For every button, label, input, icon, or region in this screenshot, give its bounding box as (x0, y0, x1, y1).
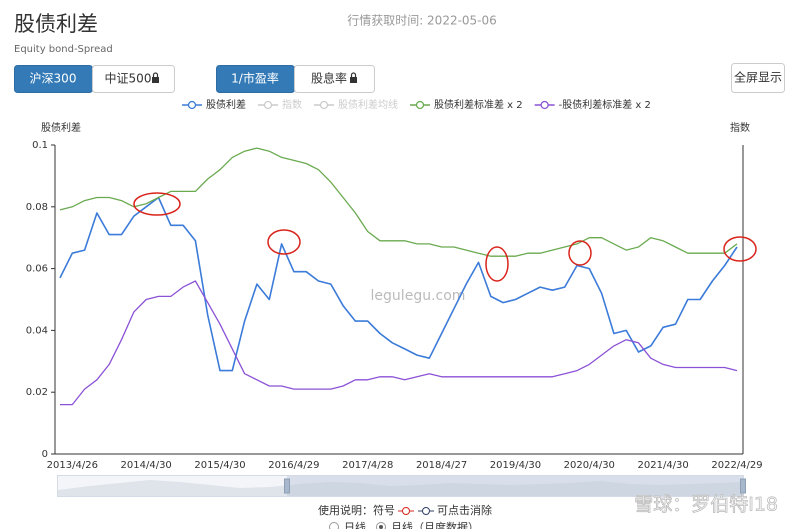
radio-option[interactable]: 月线（月度数据） (376, 520, 480, 529)
x-tick-label: 2014/4/30 (121, 460, 172, 471)
highlight-circle (267, 229, 301, 255)
y-tick-label: 0.1 (32, 140, 48, 151)
fullscreen-button[interactable]: 全屏显示 (731, 63, 785, 93)
legend-marker (263, 100, 273, 110)
x-tick-label: 2018/4/27 (416, 460, 467, 471)
x-tick-label: 2020/4/30 (564, 460, 615, 471)
usage-hint: 使用说明：符号 (318, 503, 395, 517)
series-line (59, 196, 738, 372)
annotations (133, 192, 757, 282)
x-tick-label: 2015/4/30 (194, 460, 245, 471)
legend-item[interactable]: -股债利差标准差 x 2 (534, 98, 651, 111)
navigator-handle[interactable] (740, 478, 746, 494)
y-tick-label: 0.08 (26, 202, 48, 213)
radio-dot (379, 525, 383, 529)
x-tick-label: 2022/4/29 (711, 460, 762, 471)
y-axis-title: 股债利差 (41, 121, 81, 134)
page-subtitle: Equity bond-Spread (14, 44, 113, 55)
index-button[interactable]: 中证500 (92, 65, 175, 93)
legend-marker (187, 100, 197, 110)
navigator-window (287, 476, 743, 496)
radio (329, 522, 339, 529)
series-line (59, 147, 738, 257)
legend-marker (415, 100, 425, 110)
y-tick-label: 0.04 (26, 325, 48, 336)
highlight-circle (568, 240, 592, 266)
legend-item[interactable]: 股债利差均线 (314, 98, 398, 111)
metric-button[interactable]: 股息率 (294, 65, 375, 93)
legend-label: 股债利差 (206, 98, 246, 111)
site-watermark: legulegu.com (371, 288, 466, 304)
x-tick-label: 2019/4/30 (490, 460, 541, 471)
index-button[interactable]: 沪深300 (14, 65, 93, 93)
y-tick-label: 0.02 (26, 387, 48, 398)
navigator-handle[interactable] (284, 478, 290, 494)
radio-option[interactable]: 日线 (329, 520, 367, 529)
legend-item[interactable]: 股债利差标准差 x 2 (410, 98, 523, 111)
usage-hint: 可点击消除 (437, 503, 492, 517)
x-tick-label: 2013/4/26 (47, 460, 98, 471)
legend-marker (319, 100, 329, 110)
legend: 股债利差 指数 股债利差均线 股债利差标准差 x 2 -股债利差标准差 x 2 (182, 98, 651, 111)
radio-label: 日线 (344, 520, 366, 529)
metric-button[interactable]: 1/市盈率 (216, 65, 295, 93)
legend-item[interactable]: 指数 (258, 98, 302, 111)
series-line (60, 280, 738, 406)
y-tick-label: 0 (42, 449, 48, 460)
button-label: 中证500 (105, 71, 152, 86)
legend-label: 股债利差标准差 x 2 (434, 98, 523, 111)
fetch-time: 行情获取时间: 2022-05-06 (347, 14, 497, 28)
x-tick-label: 2017/4/28 (342, 460, 393, 471)
legend-label: 指数 (282, 98, 302, 111)
y-tick-label: 0.06 (26, 264, 48, 275)
legend-label: -股债利差标准差 x 2 (559, 98, 651, 111)
lock-icon (152, 72, 159, 83)
button-label: 沪深300 (30, 72, 77, 86)
button-label: 股息率 (311, 71, 347, 86)
range-navigator[interactable] (57, 475, 746, 497)
hint-icon (398, 507, 434, 515)
button-label: 全屏显示 (734, 70, 782, 85)
y2-axis-title: 指数 (730, 121, 750, 134)
button-bg (731, 63, 785, 93)
navigator-overview (58, 480, 742, 496)
page-title: 股债利差 (14, 12, 98, 36)
radio-label: 月线（月度数据） (391, 520, 479, 529)
source-watermark: 雪球：罗伯特I18 (634, 494, 778, 516)
button-label: 1/市盈率 (231, 71, 279, 86)
x-tick-label: 2021/4/30 (638, 460, 689, 471)
lock-icon (350, 72, 357, 83)
button-bg (294, 65, 375, 93)
button-bg (92, 65, 175, 93)
highlight-circle (723, 236, 757, 262)
x-tick-label: 2016/4/29 (268, 460, 319, 471)
plot-area: 0 0.02 0.04 0.06 0.08 0.1 2013/4/26 2014/4/30 20… (26, 140, 763, 471)
legend-label: 股债利差均线 (338, 98, 398, 111)
highlight-circle (485, 246, 509, 282)
highlight-circle (133, 192, 181, 216)
legend-marker (540, 100, 549, 110)
legend-item[interactable]: 股债利差 (182, 98, 246, 111)
